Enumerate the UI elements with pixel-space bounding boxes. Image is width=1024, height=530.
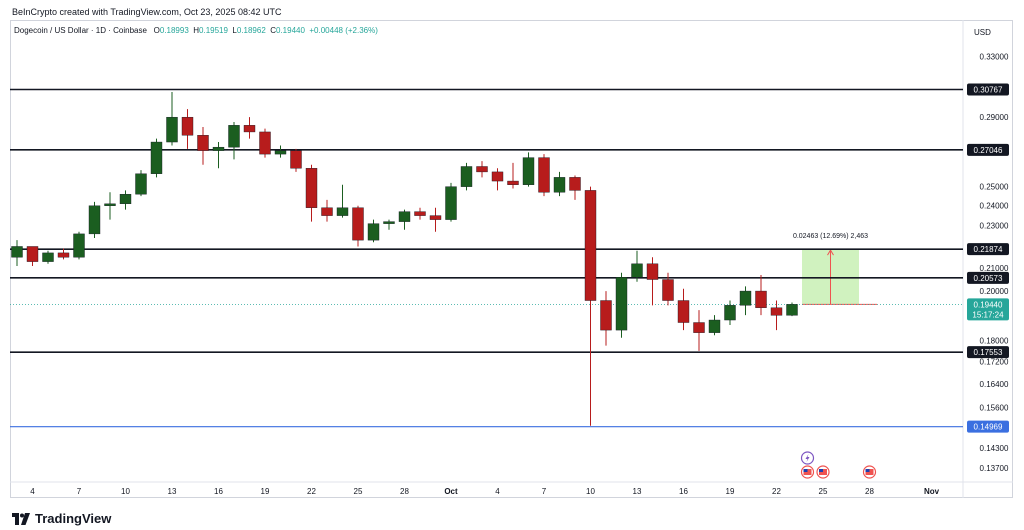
low-label: L [232,26,237,35]
open-label: O [153,26,160,35]
brand-name: TradingView [35,511,112,526]
tradingview-logo-icon [12,512,30,525]
close-value: 0.19440 [276,26,305,35]
low-value: 0.18962 [236,26,266,35]
open-value: 0.18993 [159,26,189,35]
tradingview-logo[interactable]: TradingView [12,511,111,526]
close-label: C [270,26,276,35]
symbol-title[interactable]: Dogecoin / US Dollar · 1D · Coinbase [14,26,147,35]
chart-credit: BeInCrypto created with TradingView.com,… [12,7,282,17]
currency-label[interactable]: USD [974,28,991,37]
chart-frame [10,20,1013,498]
high-value: 0.19519 [199,26,228,35]
change-value: +0.00448 (+2.36%) [309,26,378,35]
high-label: H [193,26,200,35]
symbol-legend: Dogecoin / US Dollar · 1D · Coinbase O0.… [14,26,378,35]
